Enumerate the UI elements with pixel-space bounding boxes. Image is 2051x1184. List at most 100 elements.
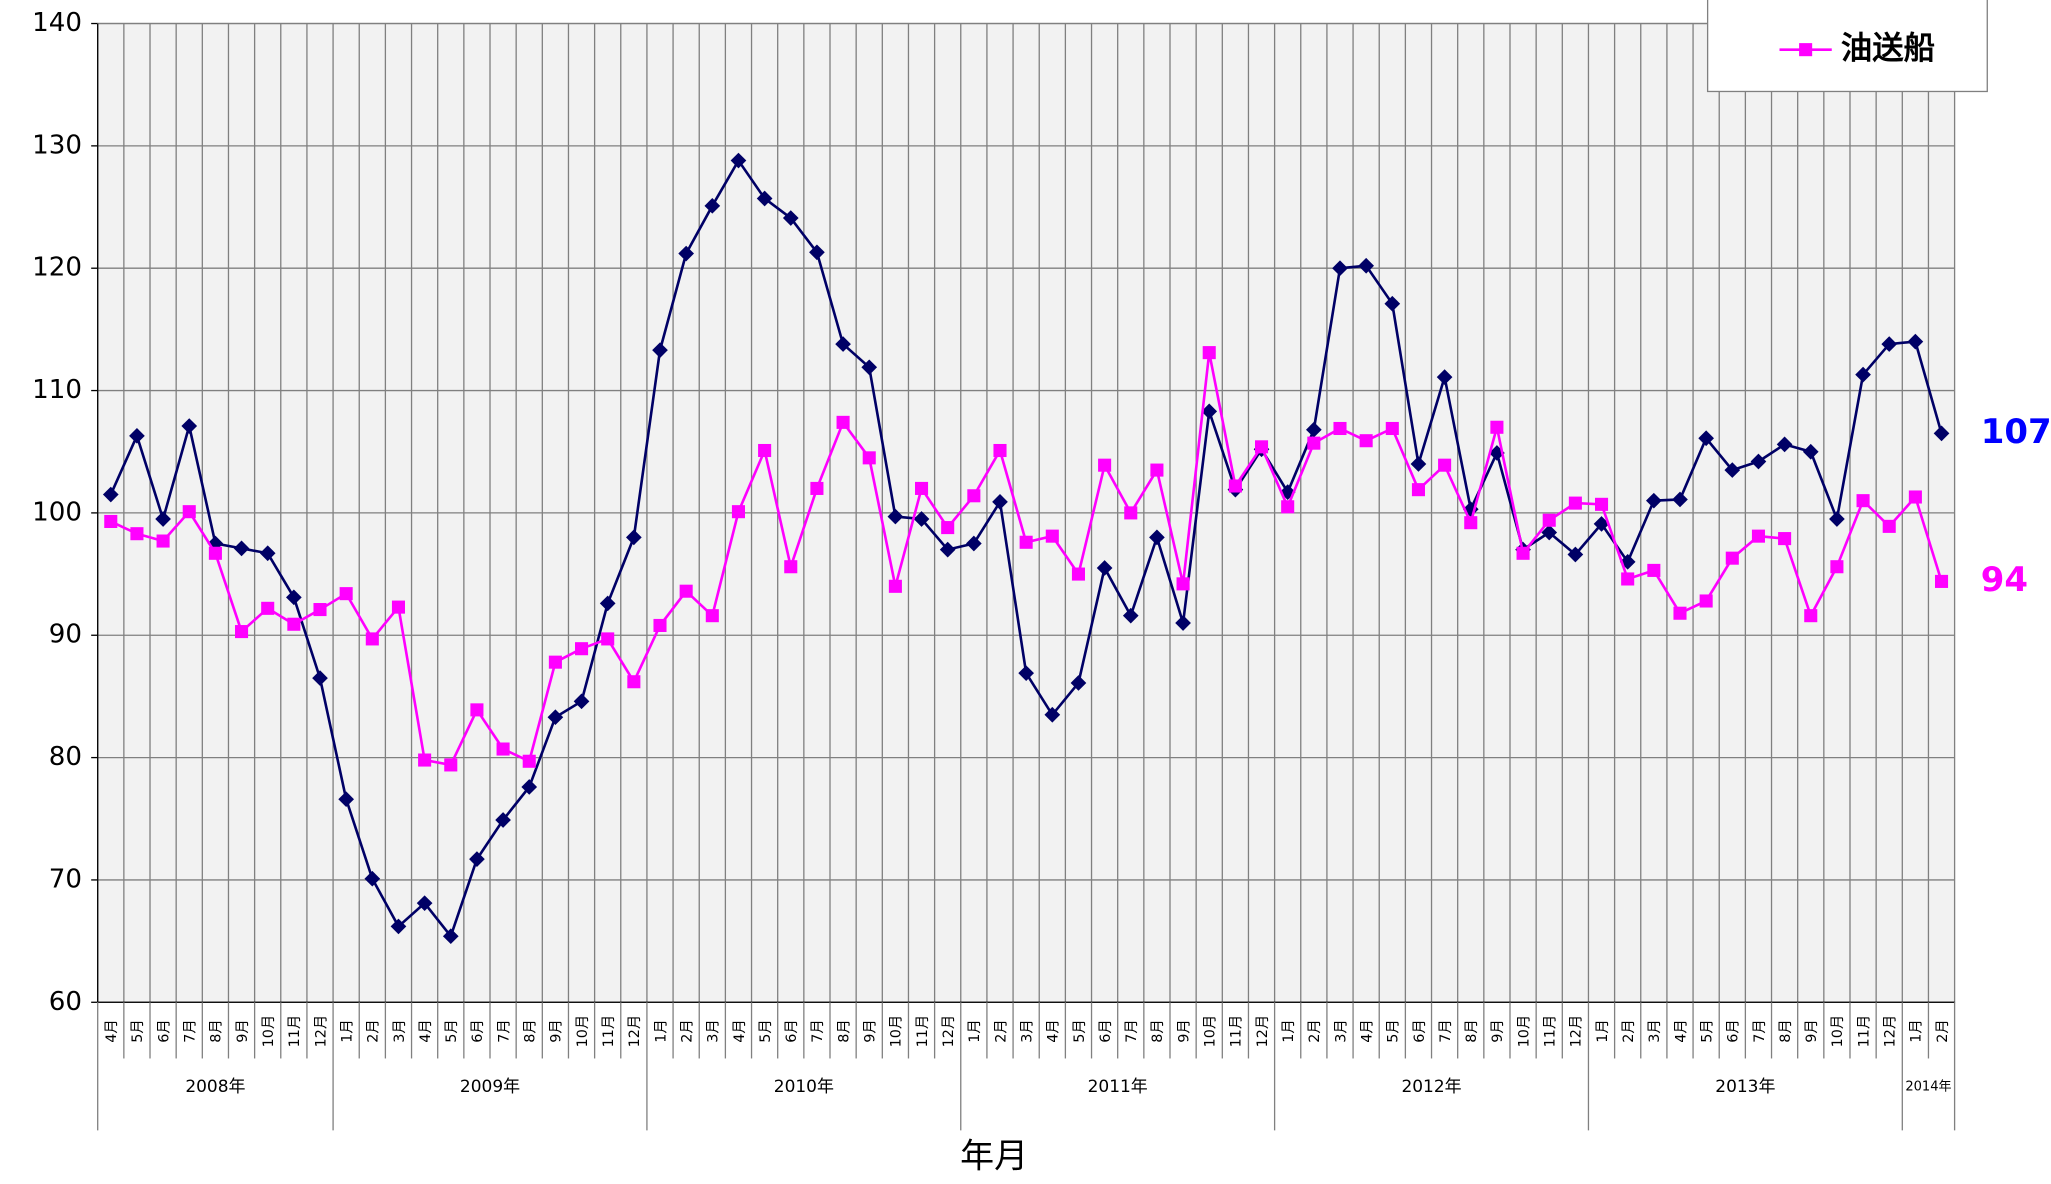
x-tick-label: 5月 bbox=[444, 1019, 460, 1043]
data-point bbox=[338, 791, 355, 808]
data-point bbox=[784, 560, 798, 574]
data-point bbox=[1019, 535, 1033, 549]
data-point bbox=[704, 197, 721, 214]
data-point bbox=[1332, 260, 1348, 277]
x-tick-label: 2月 bbox=[1621, 1019, 1637, 1043]
data-point bbox=[1307, 436, 1321, 450]
x-tick-label: 11月 bbox=[915, 1015, 931, 1048]
year-label: 2008年 bbox=[185, 1077, 245, 1097]
data-point bbox=[521, 779, 538, 795]
x-tick-label: 8月 bbox=[836, 1019, 852, 1043]
y-tick-label: 90 bbox=[49, 620, 82, 650]
data-point bbox=[1176, 577, 1190, 591]
data-point bbox=[1698, 430, 1714, 447]
value-label: 94 bbox=[1981, 560, 2028, 600]
x-tick-label: 8月 bbox=[209, 1019, 225, 1043]
data-point bbox=[705, 609, 719, 623]
data-point bbox=[835, 336, 851, 352]
data-point bbox=[758, 443, 772, 458]
x-tick-label: 6月 bbox=[1098, 1019, 1114, 1043]
data-point bbox=[1175, 615, 1191, 631]
data-point bbox=[469, 851, 485, 867]
data-point bbox=[575, 642, 589, 656]
x-tick-label: 2月 bbox=[366, 1019, 382, 1043]
data-point bbox=[1490, 420, 1504, 434]
data-point bbox=[1359, 434, 1373, 448]
x-tick-label: 4月 bbox=[418, 1019, 434, 1043]
data-point bbox=[1934, 574, 1949, 588]
data-point bbox=[1673, 606, 1687, 620]
data-point bbox=[1045, 529, 1059, 543]
x-tick-label: 9月 bbox=[1804, 1019, 1820, 1043]
y-tick-label: 100 bbox=[32, 497, 82, 527]
x-tick-label: 7月 bbox=[1438, 1019, 1454, 1043]
data-point bbox=[1255, 440, 1269, 454]
data-point bbox=[1542, 513, 1556, 527]
data-point bbox=[102, 486, 119, 503]
x-tick-label: 10月 bbox=[261, 1015, 277, 1048]
data-point bbox=[1778, 532, 1792, 546]
data-point bbox=[1672, 491, 1688, 508]
x-tick-label: 9月 bbox=[863, 1019, 879, 1043]
x-tick-label: 1月 bbox=[339, 1019, 355, 1043]
data-point bbox=[1306, 421, 1322, 438]
data-point bbox=[1333, 421, 1347, 436]
data-point bbox=[104, 514, 118, 528]
data-point bbox=[156, 534, 170, 548]
y-tick-label: 60 bbox=[49, 987, 82, 1017]
data-point bbox=[1881, 336, 1898, 352]
x-tick-label: 6月 bbox=[470, 1019, 486, 1043]
x-tick-label: 8月 bbox=[1150, 1019, 1166, 1043]
data-point bbox=[522, 754, 536, 768]
data-point bbox=[653, 618, 667, 632]
data-point bbox=[418, 753, 432, 767]
data-point bbox=[1070, 675, 1087, 691]
x-tick-label: 2月 bbox=[1935, 1019, 1951, 1043]
data-point bbox=[1802, 443, 1819, 460]
data-point bbox=[444, 758, 458, 772]
x-tick-label: 11月 bbox=[287, 1015, 303, 1048]
x-tick-label: 10月 bbox=[575, 1015, 591, 1048]
data-point bbox=[730, 152, 747, 169]
data-point bbox=[836, 415, 850, 429]
data-point bbox=[339, 587, 353, 601]
x-tick-label: 4月 bbox=[732, 1019, 748, 1043]
x-tick-label: 12月 bbox=[1569, 1015, 1585, 1048]
y-tick-label: 80 bbox=[49, 742, 82, 772]
data-point bbox=[1018, 665, 1034, 682]
data-point bbox=[1541, 524, 1558, 541]
year-label: 2012年 bbox=[1401, 1077, 1461, 1097]
data-point bbox=[1202, 346, 1216, 360]
data-point bbox=[1438, 458, 1452, 472]
x-tick-label: 3月 bbox=[1019, 1019, 1035, 1043]
data-point bbox=[287, 617, 301, 631]
data-point bbox=[1751, 529, 1765, 543]
year-label: 2014年 bbox=[1905, 1080, 1951, 1095]
x-tick-label: 12月 bbox=[1883, 1015, 1899, 1048]
y-tick-label: 70 bbox=[49, 864, 82, 894]
data-point bbox=[313, 603, 327, 617]
x-tick-label: 11月 bbox=[1229, 1015, 1245, 1048]
x-tick-label: 6月 bbox=[1412, 1019, 1428, 1043]
year-label: 2010年 bbox=[774, 1077, 834, 1097]
x-tick-label: 3月 bbox=[1647, 1019, 1663, 1043]
x-tick-label: 1月 bbox=[1281, 1019, 1297, 1043]
data-point bbox=[442, 928, 459, 945]
data-point bbox=[1830, 560, 1844, 574]
x-tick-label: 3月 bbox=[392, 1019, 408, 1043]
data-point bbox=[547, 709, 564, 726]
data-point bbox=[416, 895, 433, 912]
data-point bbox=[1098, 458, 1112, 472]
x-tick-label: 1月 bbox=[1909, 1019, 1925, 1043]
data-point bbox=[756, 190, 773, 207]
x-tick-label: 5月 bbox=[1386, 1019, 1402, 1043]
data-point bbox=[731, 505, 745, 519]
data-point bbox=[627, 675, 641, 689]
data-point bbox=[181, 418, 198, 434]
data-point bbox=[1699, 594, 1713, 608]
x-tick-label: 1月 bbox=[653, 1019, 669, 1043]
data-point bbox=[286, 589, 302, 606]
year-label: 2011年 bbox=[1088, 1077, 1148, 1097]
data-point bbox=[992, 494, 1008, 510]
